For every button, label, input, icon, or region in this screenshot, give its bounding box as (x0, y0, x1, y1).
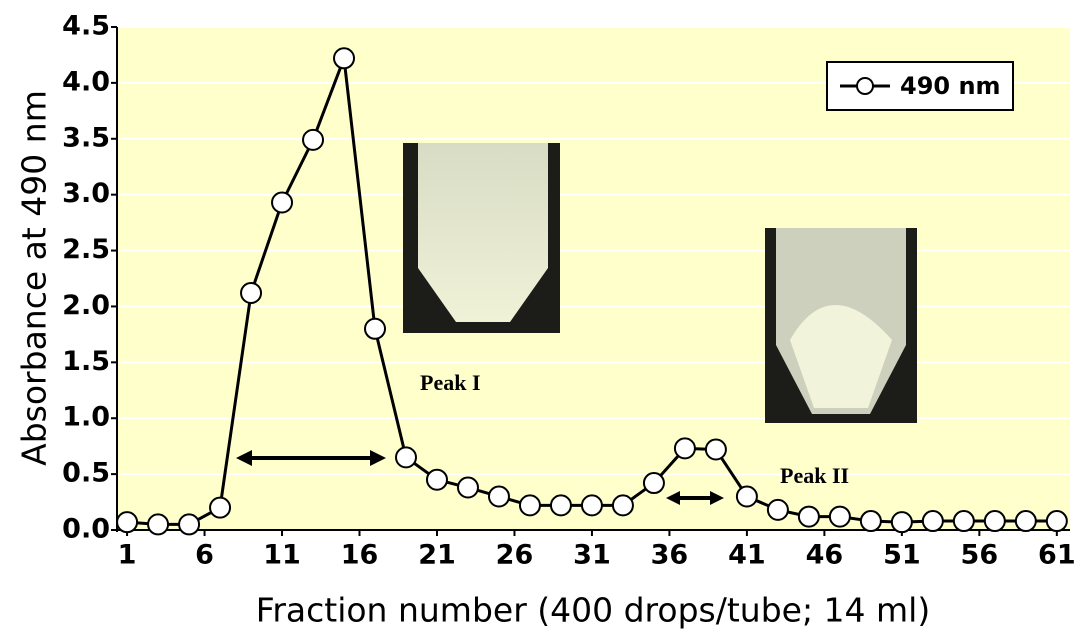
range-arrow (236, 450, 724, 505)
data-point (673, 437, 696, 460)
data-point (364, 317, 387, 340)
y-tick-label: 2.0 (62, 290, 110, 321)
x-tick-label: 26 (496, 540, 534, 571)
data-point (921, 510, 944, 533)
data-point (611, 494, 634, 517)
y-tick-label: 3.0 (62, 178, 110, 209)
data-point (147, 513, 170, 536)
data-point (642, 472, 665, 495)
photo-peak-1 (403, 143, 560, 333)
data-point (859, 510, 882, 533)
data-point (797, 505, 820, 528)
x-tick-label: 56 (961, 540, 999, 571)
data-point (766, 498, 789, 521)
data-point (271, 191, 294, 214)
data-point (209, 496, 232, 519)
y-tick-label: 3.5 (62, 122, 110, 153)
y-tick-label: 4.5 (62, 11, 110, 42)
data-point (1014, 510, 1037, 533)
y-tick-label: 2.5 (62, 234, 110, 265)
x-tick-label: 31 (573, 540, 611, 571)
annotation: Peak I (420, 370, 481, 395)
x-tick-label: 16 (341, 540, 379, 571)
data-point (333, 47, 356, 70)
data-point (487, 485, 510, 508)
data-point (456, 476, 479, 499)
x-axis-title: Fraction number (400 drops/tube; 14 ml) (256, 591, 930, 630)
data-point (549, 494, 572, 517)
y-tick-label: 1.5 (62, 346, 110, 377)
data-point (240, 282, 263, 305)
x-tick-label: 21 (418, 540, 456, 571)
data-point (580, 494, 603, 517)
y-axis-title: Absorbance at 490 nm (15, 90, 54, 466)
legend-label: 490 nm (900, 72, 1001, 100)
data-point (890, 511, 913, 534)
legend: 490 nm (826, 61, 1014, 111)
data-point (735, 485, 758, 508)
annotation: Peak II (780, 463, 849, 488)
data-point (518, 494, 541, 517)
data-point (1045, 510, 1068, 533)
data-point (704, 438, 727, 461)
x-tick-label: 36 (651, 540, 689, 571)
y-tick-label: 1.0 (62, 402, 110, 433)
x-tick-label: 46 (806, 540, 844, 571)
x-tick-label: 6 (195, 540, 214, 571)
x-tick-label: 11 (263, 540, 301, 571)
data-point (983, 510, 1006, 533)
data-point (178, 513, 201, 536)
x-tick-label: 61 (1038, 540, 1076, 571)
data-point (952, 510, 975, 533)
y-tick-label: 0.0 (62, 514, 110, 545)
data-point (302, 128, 325, 151)
y-tick-label: 4.0 (62, 66, 110, 97)
x-tick-label: 1 (118, 540, 137, 571)
data-point (828, 505, 851, 528)
data-point (116, 511, 139, 534)
photo-peak-2 (765, 228, 917, 423)
x-tick-label: 51 (883, 540, 921, 571)
x-tick-label: 41 (728, 540, 766, 571)
y-tick-label: 0.5 (62, 458, 110, 489)
data-point (394, 446, 417, 469)
data-point (425, 468, 448, 491)
